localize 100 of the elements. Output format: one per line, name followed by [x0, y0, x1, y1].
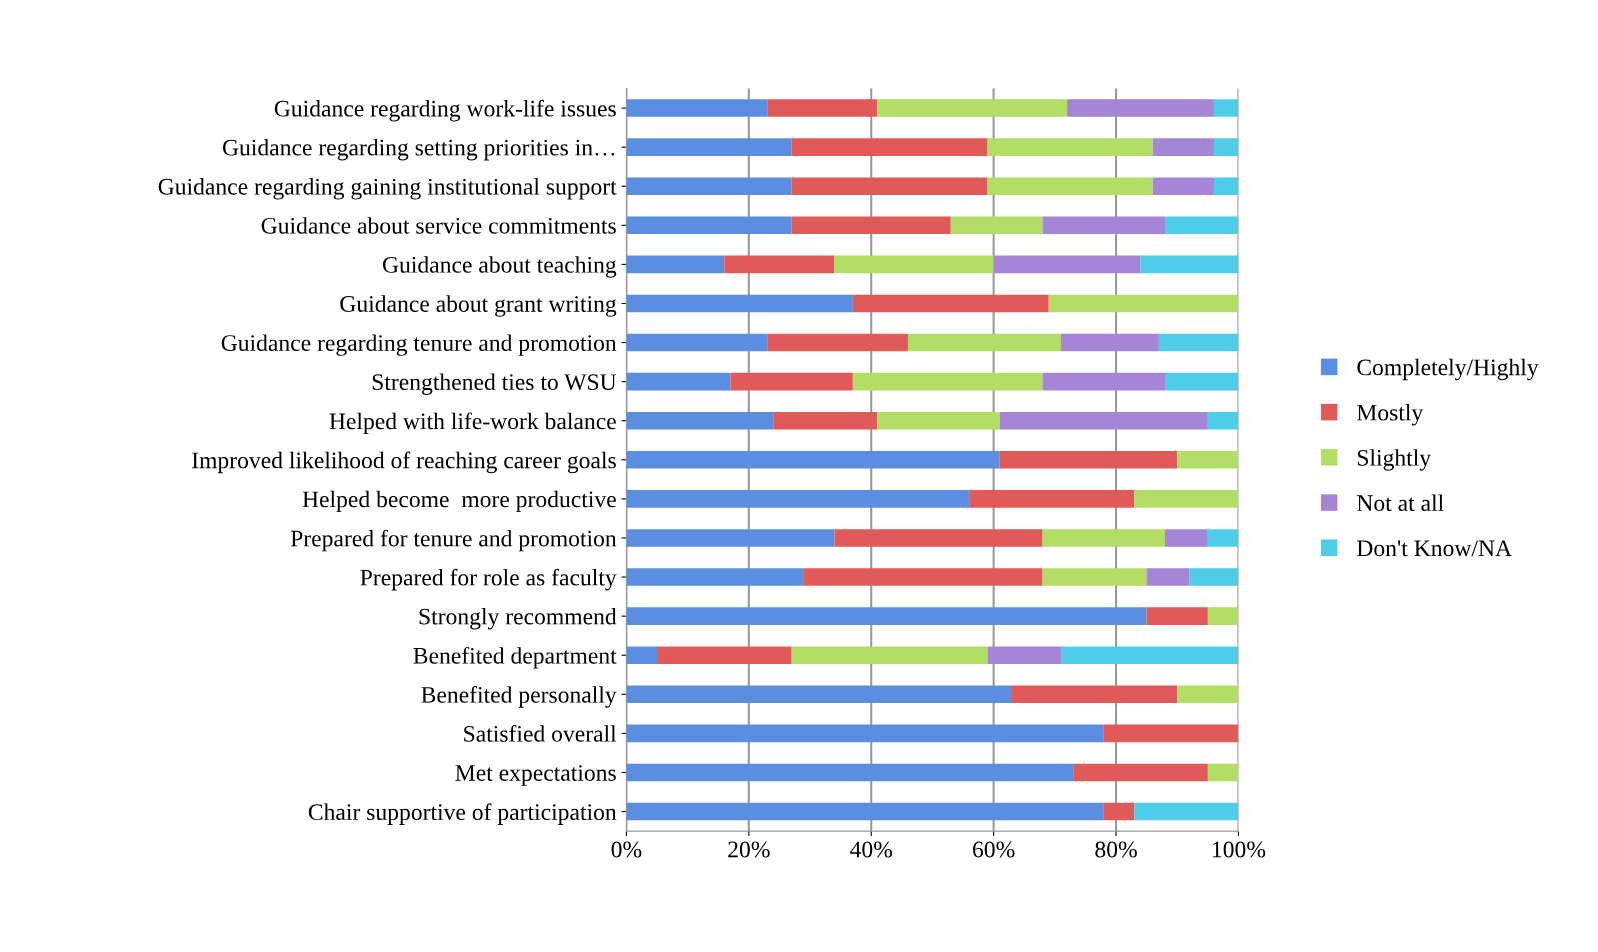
bar: [1042, 529, 1166, 547]
bar: [1073, 763, 1208, 782]
bar: [950, 216, 1043, 235]
bar: [626, 333, 768, 352]
bar: [1060, 646, 1239, 665]
bar: [803, 568, 1043, 586]
y-tick-label: Improved likelihood of reaching career goals: [192, 451, 616, 474]
bar: [626, 255, 725, 274]
bar: [1207, 607, 1239, 625]
y-tick-label: Guidance regarding tenure and promotion: [221, 334, 617, 356]
legend-label: Slightly: [1357, 449, 1432, 471]
bar: [987, 138, 1153, 156]
bar: [626, 607, 1147, 625]
bar: [1134, 802, 1239, 821]
bar: [1177, 451, 1239, 469]
bar: [626, 372, 731, 391]
y-tick-label: Strengthened ties to WSU: [372, 373, 617, 395]
bar: [626, 685, 1012, 704]
y-tick-label: Helped with life-work balance: [329, 412, 616, 435]
bar: [626, 216, 792, 235]
bar: [626, 294, 853, 313]
bar: [730, 372, 853, 391]
y-tick-label: Guidance about grant writing: [340, 295, 617, 317]
bar: [987, 177, 1153, 196]
bar: [1060, 333, 1159, 352]
bar: [1165, 216, 1239, 235]
bar: [907, 333, 1061, 352]
x-tick-label: 60%: [973, 841, 1015, 858]
bar: [1177, 685, 1239, 704]
y-tick-label: Guidance regarding gaining institutional support: [158, 178, 617, 200]
y-tick-label: Satisfied overall: [464, 724, 617, 742]
bar: [626, 529, 835, 547]
bar: [1152, 138, 1214, 156]
bar: [969, 490, 1135, 508]
bar: [626, 568, 804, 586]
bar: [767, 333, 908, 352]
bar: [852, 294, 1049, 313]
legend-label: Not at all: [1357, 494, 1444, 512]
bar: [626, 99, 768, 117]
bar: [1207, 763, 1239, 782]
bar: [626, 724, 1104, 743]
y-tick-label: Guidance about service commitments: [261, 217, 616, 234]
y-tick-label: Guidance regarding setting priorities in…: [222, 138, 615, 161]
y-tick-label: Prepared for role as faculty: [360, 568, 617, 591]
bar: [877, 411, 1000, 430]
x-tick-label: 20%: [728, 841, 770, 858]
bar: [626, 763, 1074, 782]
y-tick-label: Benefited department: [413, 646, 617, 669]
y-tick-label: Prepared for tenure and promotion: [290, 529, 617, 552]
bar: [626, 411, 774, 430]
bar: [1158, 333, 1239, 352]
x-tick-label: 100%: [1212, 841, 1266, 858]
y-tick-label: Benefited personally: [421, 686, 617, 708]
y-tick-label: Helped become more productive: [302, 490, 616, 513]
bar: [852, 372, 1043, 391]
bar: [834, 255, 994, 274]
legend-label: Completely/Highly: [1357, 358, 1539, 381]
bar: [626, 177, 792, 196]
x-tick-label: 80%: [1095, 841, 1137, 858]
bar: [999, 411, 1208, 430]
bar: [1140, 255, 1239, 274]
bar: [1042, 372, 1166, 391]
y-tick-label: Guidance regarding work-life issues: [274, 99, 616, 122]
bar: [834, 529, 1043, 547]
bar: [1189, 568, 1239, 586]
bar: [1207, 411, 1239, 430]
y-tick-label: Met expectations: [455, 765, 616, 786]
bar: [626, 138, 792, 156]
legend-label: Mostly: [1357, 403, 1424, 426]
bar: [1146, 607, 1208, 625]
bar: [773, 411, 878, 430]
x-tick-label: 0%: [611, 841, 642, 858]
bar: [791, 646, 988, 665]
bar: [791, 138, 988, 156]
bar: [626, 802, 1104, 821]
bar: [1165, 372, 1239, 391]
bar: [1103, 724, 1239, 743]
bar: [987, 646, 1061, 665]
bar: [657, 646, 792, 665]
bar: [1048, 294, 1239, 313]
bar: [1213, 177, 1239, 196]
bar: [1207, 529, 1239, 547]
bar: [993, 255, 1141, 274]
bar: [767, 99, 878, 117]
x-tick-label: 40%: [850, 841, 893, 858]
bar: [791, 177, 988, 196]
bar: [1152, 177, 1214, 196]
y-tick-label: Guidance about teaching: [382, 256, 617, 278]
bar: [1012, 685, 1178, 704]
y-tick-label: Chair supportive of participation: [308, 803, 617, 825]
bar: [1042, 568, 1147, 586]
bar: [626, 646, 658, 665]
legend-label: Don't Know/NA: [1357, 540, 1512, 557]
bar: [1213, 99, 1239, 117]
bar: [626, 490, 970, 508]
bar: [1165, 529, 1208, 547]
bar: [1146, 568, 1190, 586]
bar: [1042, 216, 1166, 235]
y-tick-label: Strongly recommend: [419, 607, 617, 630]
bar: [1067, 99, 1214, 117]
